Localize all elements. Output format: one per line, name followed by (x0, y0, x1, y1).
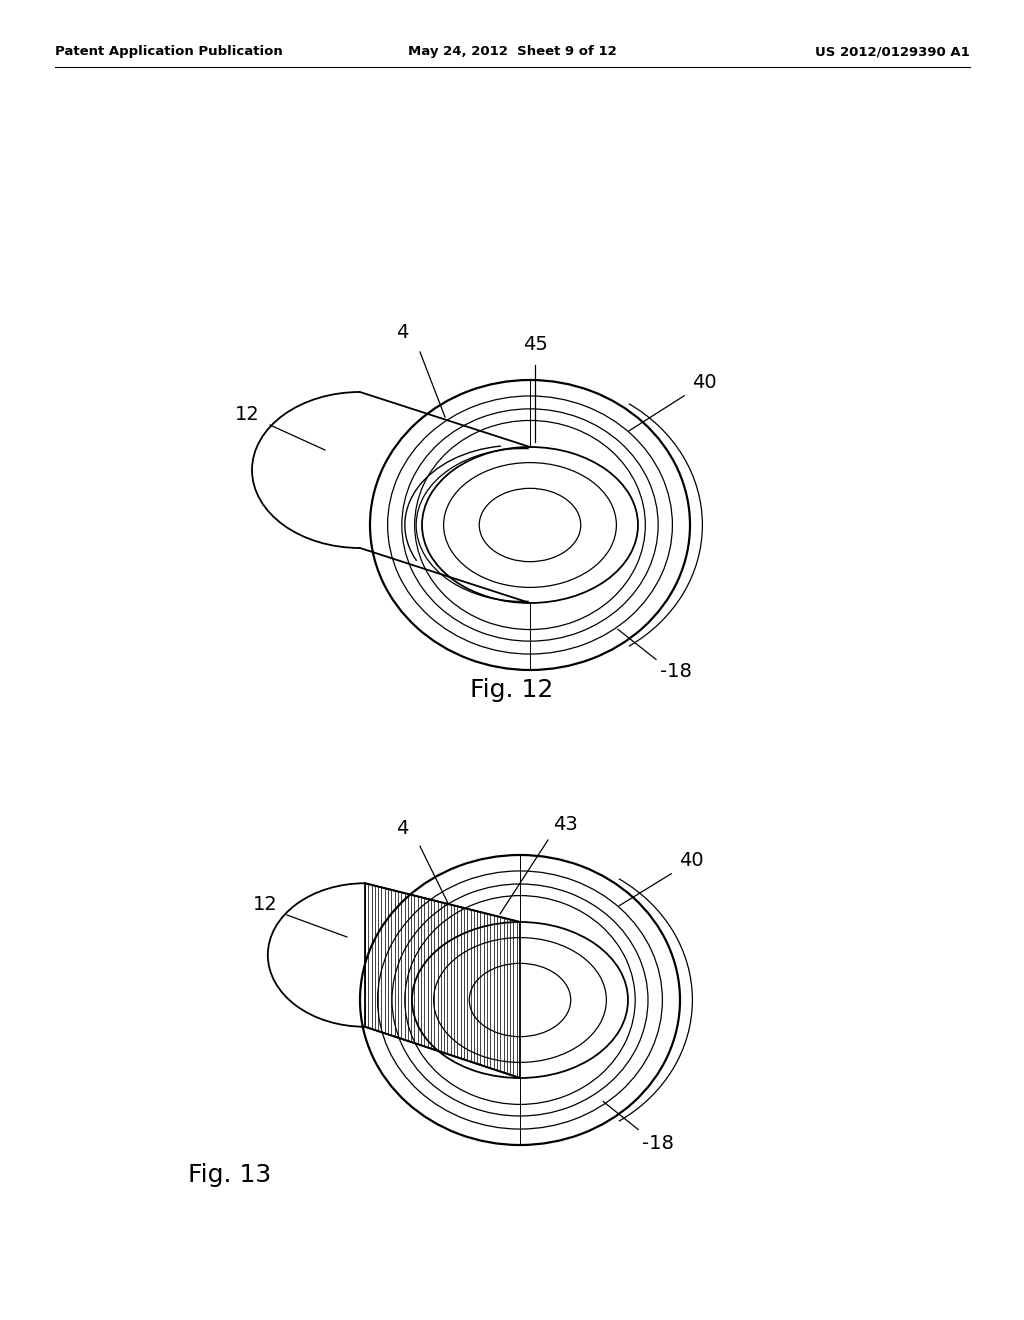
Text: Fig. 12: Fig. 12 (470, 678, 554, 702)
Text: Patent Application Publication: Patent Application Publication (55, 45, 283, 58)
Text: 4: 4 (396, 322, 409, 342)
Text: US 2012/0129390 A1: US 2012/0129390 A1 (815, 45, 970, 58)
Text: 40: 40 (692, 374, 717, 392)
Text: 40: 40 (679, 851, 703, 870)
Text: Fig. 13: Fig. 13 (188, 1163, 271, 1187)
Text: 45: 45 (522, 335, 548, 355)
Text: -18: -18 (660, 661, 692, 681)
Text: May 24, 2012  Sheet 9 of 12: May 24, 2012 Sheet 9 of 12 (408, 45, 616, 58)
Text: 12: 12 (253, 895, 278, 915)
Text: 43: 43 (553, 814, 578, 833)
Text: -18: -18 (642, 1134, 674, 1152)
Text: 12: 12 (234, 405, 259, 425)
Text: 4: 4 (396, 818, 409, 838)
